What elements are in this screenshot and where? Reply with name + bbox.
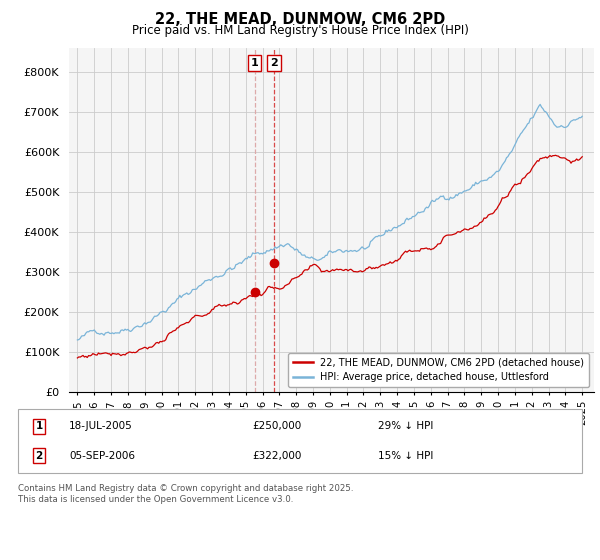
Legend: 22, THE MEAD, DUNMOW, CM6 2PD (detached house), HPI: Average price, detached hou: 22, THE MEAD, DUNMOW, CM6 2PD (detached … bbox=[288, 353, 589, 387]
Text: 29% ↓ HPI: 29% ↓ HPI bbox=[378, 421, 433, 431]
Text: 22, THE MEAD, DUNMOW, CM6 2PD: 22, THE MEAD, DUNMOW, CM6 2PD bbox=[155, 12, 445, 27]
Text: Contains HM Land Registry data © Crown copyright and database right 2025.
This d: Contains HM Land Registry data © Crown c… bbox=[18, 484, 353, 504]
Text: 18-JUL-2005: 18-JUL-2005 bbox=[69, 421, 133, 431]
Text: 15% ↓ HPI: 15% ↓ HPI bbox=[378, 451, 433, 461]
Text: 1: 1 bbox=[251, 58, 259, 68]
Text: Price paid vs. HM Land Registry's House Price Index (HPI): Price paid vs. HM Land Registry's House … bbox=[131, 24, 469, 36]
Text: 2: 2 bbox=[35, 451, 43, 461]
Text: 2: 2 bbox=[270, 58, 278, 68]
Text: 1: 1 bbox=[35, 421, 43, 431]
Text: £250,000: £250,000 bbox=[252, 421, 301, 431]
Text: £322,000: £322,000 bbox=[252, 451, 301, 461]
Text: 05-SEP-2006: 05-SEP-2006 bbox=[69, 451, 135, 461]
